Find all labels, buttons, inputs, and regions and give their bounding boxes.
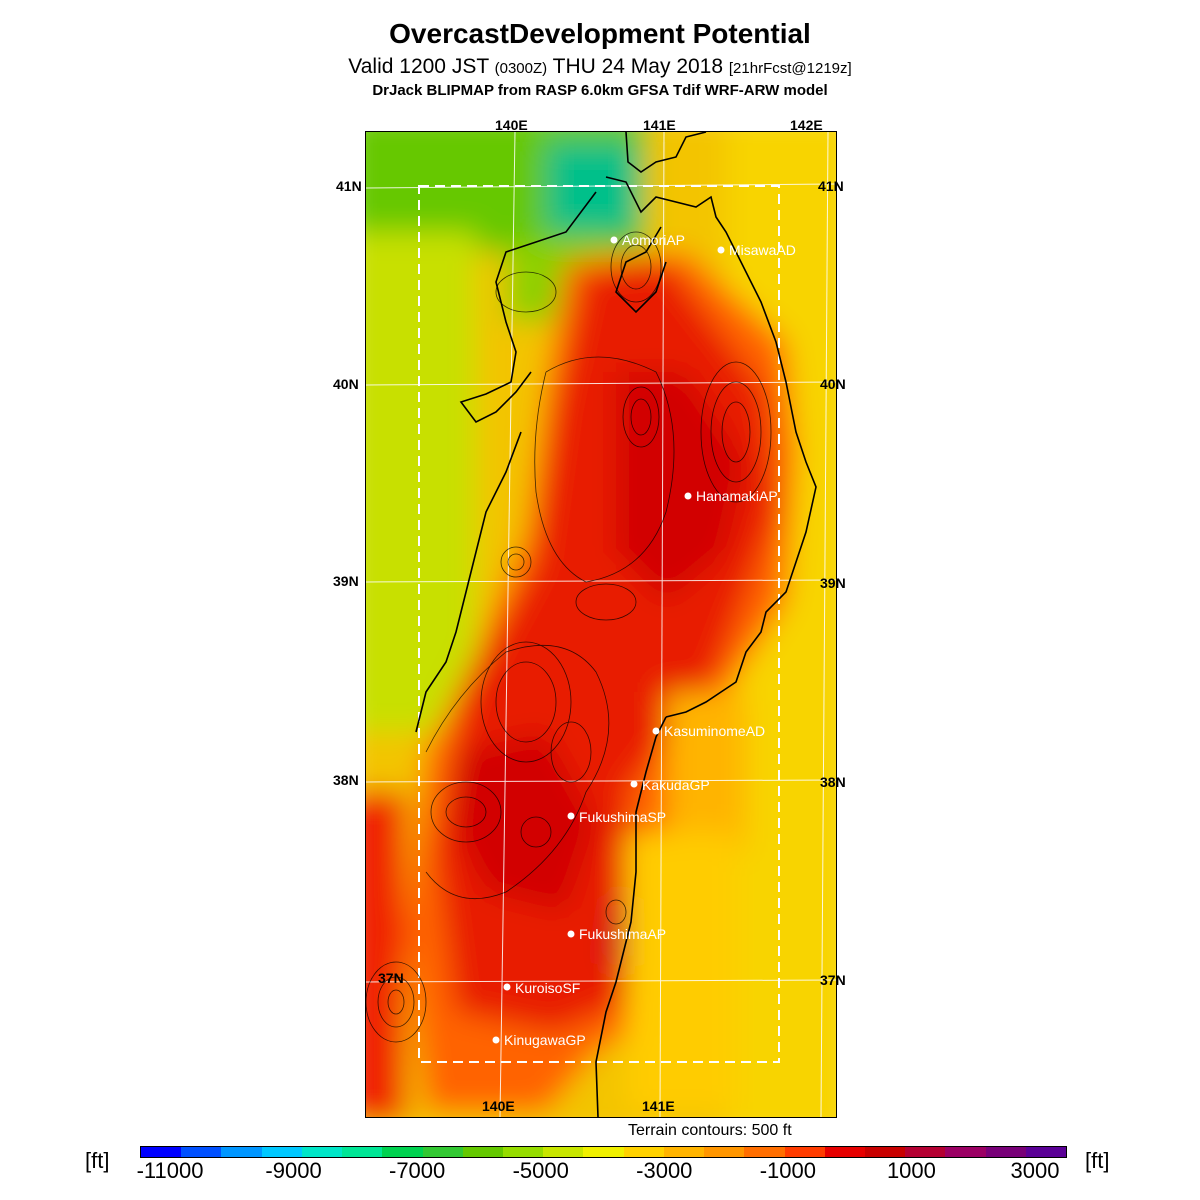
- color-swatch: [784, 1147, 825, 1157]
- inner-domain-box: [418, 185, 780, 1063]
- station-dot-kasuminome: [652, 727, 660, 735]
- color-swatch: [623, 1147, 664, 1157]
- color-scale-bar: [140, 1146, 1067, 1158]
- forecast-map: AomoriAP MisawaAD HanamakiAP KasuminomeA…: [365, 131, 837, 1118]
- terrain-contours: [366, 231, 772, 1043]
- colorbar-tick-label: 1000: [886, 1158, 936, 1183]
- station-dot-fukushima-sp: [567, 812, 575, 820]
- station-label-fukushima-ap: FukushimaAP: [579, 926, 666, 942]
- colorbar-tick-label: 3000: [1010, 1158, 1060, 1183]
- valid-date: THU 24 May 2018: [552, 55, 724, 78]
- forecast-info: [21hrFcst@1219z]: [728, 60, 852, 77]
- station-dot-fukushima-ap: [567, 930, 575, 938]
- station-dot-aomori: [610, 236, 618, 244]
- colorbar-tick-label: -1000: [759, 1158, 816, 1183]
- right-lat-label-38: 38N: [820, 774, 846, 790]
- model-credit: DrJack BLIPMAP from RASP 6.0km GFSA Tdif…: [372, 82, 828, 99]
- station-label-kakuda: KakudaGP: [642, 777, 710, 793]
- station-label-kinugawa: KinugawaGP: [504, 1032, 586, 1048]
- valid-time: Valid 1200 JST: [348, 55, 489, 78]
- right-lat-label-41: 41N: [818, 178, 844, 194]
- colorbar-tick-label: -3000: [636, 1158, 693, 1183]
- color-swatch: [141, 1147, 182, 1157]
- colorbar-tick-label: -9000: [265, 1158, 322, 1183]
- chart-subtitle: Valid 1200 JST (0300Z) THU 24 May 2018 […: [0, 55, 1200, 79]
- left-lat-label-40: 40N: [333, 376, 359, 392]
- colorbar-tick-label: -5000: [512, 1158, 569, 1183]
- color-field: [366, 132, 836, 1117]
- right-lat-label-37: 37N: [820, 972, 846, 988]
- color-swatch: [422, 1147, 463, 1157]
- left-lat-label-37: 37N: [378, 970, 404, 986]
- color-swatch: [704, 1147, 745, 1157]
- station-dot-kuroiso: [503, 983, 511, 991]
- station-label-kuroiso: KuroisoSF: [515, 980, 580, 996]
- unit-label-right: [ft]: [1085, 1148, 1110, 1173]
- left-lat-label-41: 41N: [336, 178, 362, 194]
- top-lon-label-141: 141E: [643, 117, 676, 133]
- color-swatch: [261, 1147, 302, 1157]
- left-lat-label-38: 38N: [333, 772, 359, 788]
- color-swatch: [543, 1147, 584, 1157]
- colorbar-tick-label: -11000: [136, 1158, 204, 1183]
- station-label-hanamaki: HanamakiAP: [696, 488, 778, 504]
- zulu-time: (0300Z): [494, 60, 548, 77]
- unit-label-left: [ft]: [85, 1148, 110, 1173]
- top-lon-label-142: 142E: [790, 117, 823, 133]
- right-lat-label-40: 40N: [820, 376, 846, 392]
- color-swatch: [1025, 1147, 1067, 1157]
- station-dot-misawa: [717, 246, 725, 254]
- color-swatch: [864, 1147, 906, 1157]
- top-lon-label-140: 140E: [495, 117, 528, 133]
- color-swatch: [342, 1147, 383, 1157]
- color-swatch: [985, 1147, 1026, 1157]
- color-swatch: [583, 1147, 624, 1157]
- graticule: [366, 132, 836, 1117]
- color-swatch: [824, 1147, 865, 1157]
- left-lat-label-39: 39N: [333, 573, 359, 589]
- terrain-contour-note: Terrain contours: 500 ft: [628, 1122, 792, 1139]
- colorbar-tick-label: -7000: [389, 1158, 446, 1183]
- bottom-lon-label-140: 140E: [482, 1098, 515, 1114]
- station-markers: AomoriAP MisawaAD HanamakiAP KasuminomeA…: [492, 232, 796, 1048]
- color-swatch: [221, 1147, 262, 1157]
- station-label-misawa: MisawaAD: [729, 242, 796, 258]
- color-swatch: [462, 1147, 503, 1157]
- station-label-kasuminome: KasuminomeAD: [664, 723, 765, 739]
- bottom-lon-label-141: 141E: [642, 1098, 675, 1114]
- color-swatch: [301, 1147, 343, 1157]
- color-swatch: [663, 1147, 705, 1157]
- station-dot-kinugawa: [492, 1036, 500, 1044]
- station-dot-hanamaki: [684, 492, 692, 500]
- color-swatch: [382, 1147, 423, 1157]
- color-swatch: [181, 1147, 222, 1157]
- station-label-fukushima-sp: FukushimaSP: [579, 809, 666, 825]
- color-swatch: [945, 1147, 986, 1157]
- color-swatch: [744, 1147, 785, 1157]
- station-dot-kakuda: [630, 780, 638, 788]
- station-label-aomori: AomoriAP: [622, 232, 685, 248]
- color-swatch: [502, 1147, 544, 1157]
- coastline: [415, 132, 817, 1117]
- color-swatch: [905, 1147, 946, 1157]
- chart-title: OvercastDevelopment Potential: [389, 18, 811, 49]
- right-lat-label-39: 39N: [820, 575, 846, 591]
